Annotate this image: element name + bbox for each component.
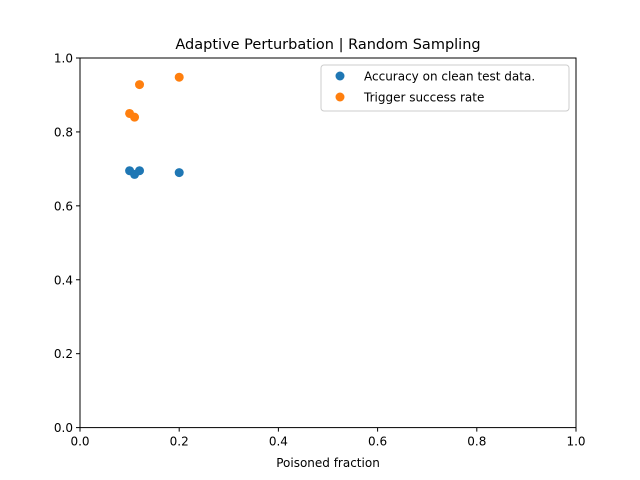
point-series-1-2 — [135, 80, 145, 90]
x-tick-label: 0.8 — [467, 435, 486, 449]
y-tick-label: 0.4 — [54, 273, 73, 287]
y-tick-label: 0.0 — [54, 421, 73, 435]
x-tick-label: 0.4 — [269, 435, 288, 449]
point-series-0-2 — [135, 166, 145, 176]
x-tick-label: 0.0 — [70, 435, 89, 449]
x-tick-label: 0.6 — [368, 435, 387, 449]
x-tick-label: 0.2 — [170, 435, 189, 449]
legend-marker-accuracy — [335, 71, 345, 81]
chart-title: Adaptive Perturbation | Random Sampling — [175, 37, 480, 53]
point-series-1-1 — [130, 112, 140, 122]
y-axis-ticks: 0.0 0.2 0.4 0.6 0.8 1.0 — [54, 52, 80, 435]
y-tick-label: 1.0 — [54, 52, 73, 66]
y-tick-label: 0.6 — [54, 199, 73, 213]
y-tick-label: 0.8 — [54, 125, 73, 139]
x-axis-ticks: 0.0 0.2 0.4 0.6 0.8 1.0 — [70, 427, 586, 449]
legend-label-trigger: Trigger success rate — [363, 91, 484, 105]
data-points — [125, 72, 184, 179]
legend: Accuracy on clean test data. Trigger suc… — [320, 64, 570, 112]
y-tick-label: 0.2 — [54, 347, 73, 361]
plot-frame — [79, 57, 577, 429]
x-axis-label: Poisoned fraction — [276, 456, 380, 470]
legend-box — [320, 64, 570, 112]
point-series-0-3 — [174, 168, 184, 178]
legend-label-accuracy: Accuracy on clean test data. — [364, 70, 535, 84]
point-series-1-3 — [174, 72, 184, 82]
x-tick-label: 1.0 — [566, 435, 585, 449]
legend-marker-trigger — [335, 92, 345, 102]
